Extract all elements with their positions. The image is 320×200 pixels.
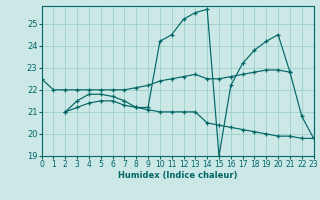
- X-axis label: Humidex (Indice chaleur): Humidex (Indice chaleur): [118, 171, 237, 180]
